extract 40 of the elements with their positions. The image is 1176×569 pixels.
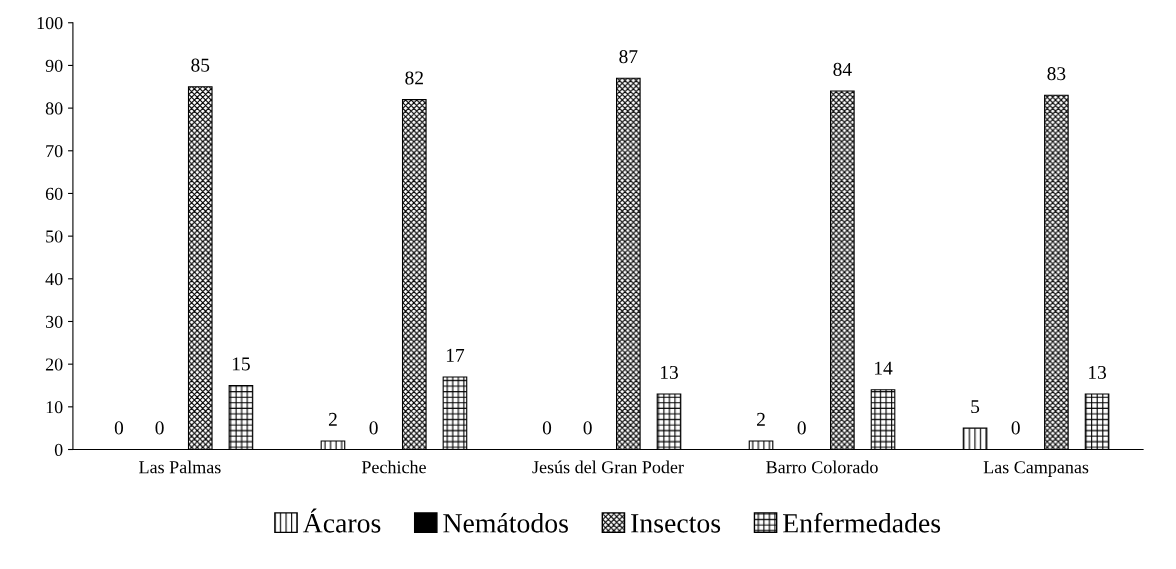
x-tick-label: Jesús del Gran Poder [532,460,684,474]
data-label: 83 [1047,67,1066,81]
x-tick-label: Barro Colorado [766,460,878,474]
y-tick-label: 10 [46,401,63,414]
data-label: 2 [757,412,765,426]
y-tick-label: 80 [45,102,63,115]
data-label: 17 [446,348,465,362]
legend-label: Ácaros [302,508,381,533]
y-tick-label: 60 [45,187,63,200]
data-label: 0 [797,421,806,435]
y-tick-label: 30 [46,315,63,328]
y-tick-label: 50 [46,230,63,243]
x-tick-label: Pechiche [361,460,426,474]
data-label: 13 [1089,365,1107,379]
data-label: 0 [583,421,592,435]
data-label: 5 [971,400,980,414]
data-label: 15 [232,357,250,371]
data-label: 85 [191,58,210,72]
data-label: 0 [542,421,552,435]
data-label: 0 [114,421,124,435]
x-tick-label: Las Palmas [139,460,221,474]
y-tick-label: 20 [45,358,63,371]
y-tick-label: 70 [46,145,63,158]
legend-label: Nemátodos [443,513,568,533]
y-tick-label: 100 [37,17,63,30]
y-tick-label: 40 [45,273,63,286]
data-label: 0 [1011,421,1020,435]
data-label: 0 [155,421,164,435]
y-tick-label: 90 [45,59,63,72]
legend-label: Insectos [631,514,721,533]
x-tick-label: Las Campanas [983,461,1089,477]
data-label: 14 [875,361,893,375]
data-label: 2 [328,412,337,426]
legend-label: Enfermedades [783,512,941,533]
y-tick-label: 0 [54,443,63,456]
data-label: 84 [833,62,852,76]
data-label: 0 [369,421,378,435]
data-label: 13 [660,365,678,379]
data-label: 87 [619,50,638,64]
data-label: 82 [405,71,423,85]
